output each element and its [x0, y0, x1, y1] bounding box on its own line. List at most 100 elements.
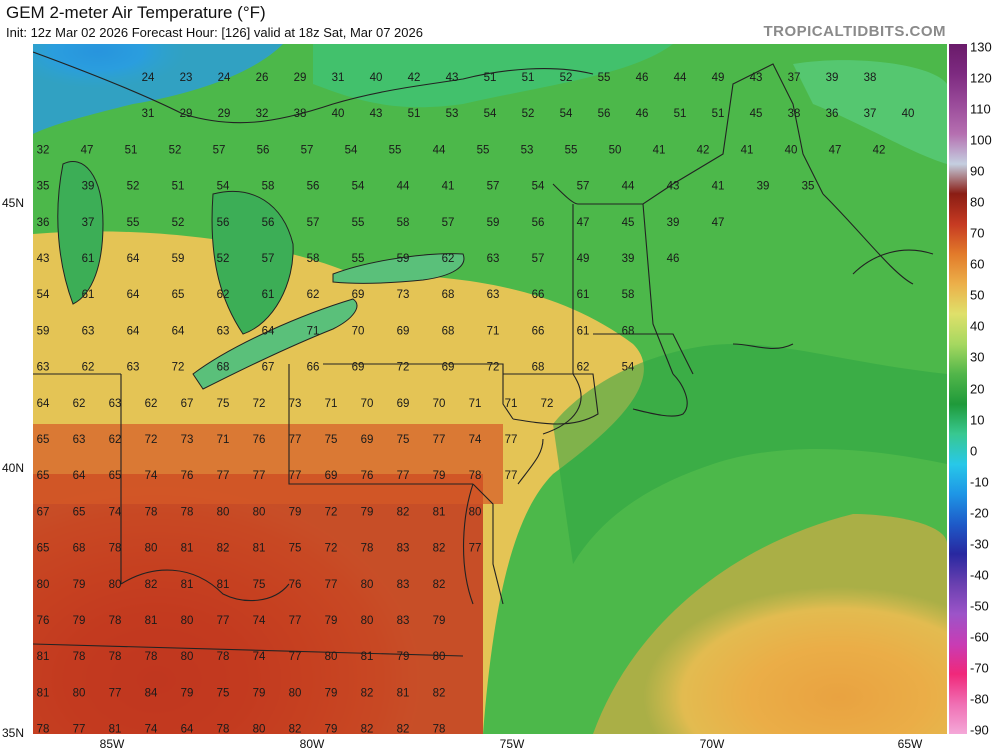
temperature-value: 57 [262, 253, 275, 265]
temperature-value: 43 [750, 72, 763, 84]
temperature-value: 66 [532, 289, 545, 301]
temperature-value: 76 [361, 470, 374, 482]
temperature-value: 77 [289, 470, 302, 482]
temperature-value: 80 [361, 579, 374, 591]
temperature-value: 53 [446, 108, 459, 120]
temperature-value: 45 [750, 108, 763, 120]
temperature-value: 41 [442, 181, 455, 193]
temperature-value: 72 [541, 398, 554, 410]
temperature-value: 36 [826, 108, 839, 120]
temperature-value: 55 [352, 253, 365, 265]
hot-core [33, 474, 483, 734]
temperature-value: 78 [217, 651, 230, 663]
temperature-value: 77 [325, 579, 338, 591]
temperature-value: 82 [145, 579, 158, 591]
temperature-value: 69 [397, 398, 410, 410]
temperature-value: 64 [37, 398, 50, 410]
temperature-value: 51 [484, 72, 497, 84]
latitude-label: 45N [2, 196, 25, 210]
temperature-value: 80 [361, 615, 374, 627]
temperature-value: 80 [325, 651, 338, 663]
temperature-map[interactable]: 24 23 24 26 29 31 40 42 43 51 51 52 55 46 44 49 43 37 39 38… [33, 44, 947, 734]
latitude-label: 40N [2, 461, 25, 475]
temperature-value: 78 [433, 724, 446, 734]
temperature-value: 61 [82, 253, 95, 265]
temperature-value: 83 [397, 579, 410, 591]
teal-east [793, 60, 947, 164]
temperature-value: 79 [325, 724, 338, 734]
temperature-value: 56 [307, 181, 320, 193]
temperature-value: 82 [289, 724, 302, 734]
temperature-value: 32 [37, 144, 50, 156]
colorbar-tick-label: 110 [970, 101, 991, 117]
temperature-value: 72 [253, 398, 266, 410]
temperature-value: 57 [301, 144, 314, 156]
temperature-value: 77 [433, 434, 446, 446]
temperature-value: 63 [217, 325, 230, 337]
temperature-value: 63 [487, 253, 500, 265]
temperature-value: 39 [667, 217, 680, 229]
temperature-value: 46 [636, 108, 649, 120]
temperature-value: 24 [218, 72, 231, 84]
temperature-value: 51 [408, 108, 421, 120]
temperature-value: 75 [289, 543, 302, 555]
temperature-value: 55 [352, 217, 365, 229]
cold-core [33, 44, 283, 134]
temperature-value: 36 [37, 217, 50, 229]
temperature-value: 74 [253, 615, 266, 627]
temperature-value: 75 [325, 434, 338, 446]
lake-michigan [57, 161, 104, 305]
temperature-value: 82 [433, 543, 446, 555]
temperature-value: 54 [37, 289, 50, 301]
temperature-value: 35 [37, 181, 50, 193]
temperature-value: 77 [73, 724, 86, 734]
colorbar-tick-label: -70 [970, 660, 989, 676]
temperature-value: 82 [433, 579, 446, 591]
temperature-value: 78 [145, 506, 158, 518]
temperature-value: 40 [902, 108, 915, 120]
colorbar-tick-label: -40 [970, 567, 989, 583]
temperature-value: 49 [577, 253, 590, 265]
temperature-value: 69 [442, 362, 455, 374]
colorbar-tick-label: 20 [970, 381, 985, 396]
temperature-value: 81 [145, 615, 158, 627]
temperature-value: 47 [81, 144, 94, 156]
temperature-value: 78 [217, 724, 230, 734]
temperature-value: 83 [397, 615, 410, 627]
temperature-value: 58 [622, 289, 635, 301]
temperature-value: 78 [145, 651, 158, 663]
colorbar-tick-label: -50 [970, 598, 989, 614]
temperature-value: 74 [469, 434, 482, 446]
temperature-value: 57 [487, 181, 500, 193]
temperature-value: 73 [289, 398, 302, 410]
temperature-value: 55 [598, 72, 611, 84]
temperature-value: 80 [253, 506, 266, 518]
temperature-value: 78 [469, 470, 482, 482]
longitude-label: 65W [897, 737, 923, 751]
temperature-value: 79 [433, 470, 446, 482]
temperature-value: 72 [325, 506, 338, 518]
temperature-value: 80 [253, 724, 266, 734]
temperature-value: 74 [109, 506, 122, 518]
temperature-value: 72 [325, 543, 338, 555]
temperature-value: 80 [289, 687, 302, 699]
temperature-value: 68 [622, 325, 635, 337]
colorbar-tick-label: -20 [970, 505, 989, 521]
temperature-value: 79 [325, 687, 338, 699]
colorbar-tick-label: 70 [970, 225, 985, 241]
temperature-value: 23 [180, 72, 193, 84]
temperature-value: 43 [37, 253, 50, 265]
temperature-value: 68 [217, 362, 230, 374]
brand-logo[interactable]: TROPICALTIDBITS.COM [763, 23, 946, 40]
longitude-label: 80W [299, 737, 325, 751]
temperature-value: 41 [712, 181, 725, 193]
temperature-value: 77 [217, 615, 230, 627]
temperature-value: 78 [109, 543, 122, 555]
temperature-value: 81 [433, 506, 446, 518]
colorbar-tick-label: -10 [970, 474, 989, 490]
temperature-value: 32 [256, 108, 269, 120]
temperature-value: 57 [442, 217, 455, 229]
temperature-value: 70 [361, 398, 374, 410]
temperature-value: 45 [622, 217, 635, 229]
temperature-value: 64 [127, 289, 140, 301]
